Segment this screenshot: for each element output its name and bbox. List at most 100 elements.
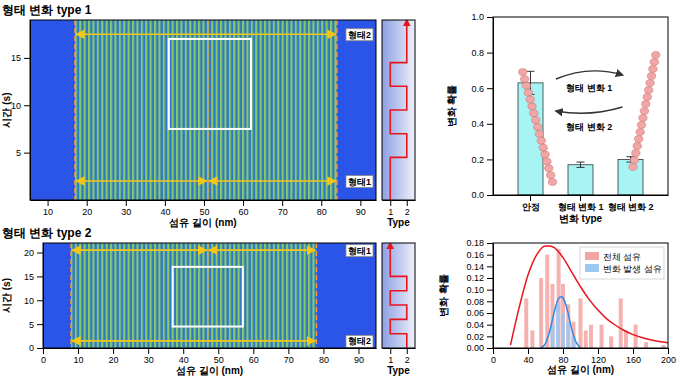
- fiber-segment: [535, 130, 543, 137]
- tick: 10: [74, 348, 84, 365]
- tick-label: 20: [24, 248, 34, 258]
- tick: 0.02: [466, 332, 493, 342]
- tick-label: 0.18: [466, 238, 484, 248]
- tick-label: 40: [160, 207, 170, 217]
- tick-label: 0: [491, 355, 496, 365]
- tick-mark: [37, 253, 43, 254]
- fiber-segment: [629, 164, 637, 171]
- tick: 60: [249, 348, 259, 365]
- tick-label: 200: [661, 355, 676, 365]
- tick: 0.00: [466, 343, 493, 353]
- legend-box: [580, 247, 664, 279]
- type-trace: [390, 20, 407, 200]
- fiber-segment: [519, 69, 527, 76]
- axis-title: Type: [387, 217, 410, 228]
- tick-mark: [528, 348, 529, 354]
- strip-background: [382, 20, 415, 200]
- tick-mark: [243, 200, 244, 206]
- tick-label: 40: [179, 355, 189, 365]
- fiber-segment: [524, 89, 532, 96]
- legend-label: 변화 발생 섬유: [603, 264, 662, 274]
- tick: 40: [523, 348, 533, 365]
- tick: 5: [16, 148, 30, 158]
- tick: 0.08: [466, 297, 493, 307]
- tick-label: 15: [11, 53, 21, 63]
- plot-frame: [382, 20, 415, 200]
- tick-mark: [487, 313, 493, 314]
- bar: [539, 278, 543, 348]
- fiber-segment: [546, 172, 554, 179]
- tick: 160: [626, 348, 641, 365]
- tick-mark: [487, 243, 493, 244]
- fiber-segment: [537, 137, 545, 144]
- tick-label: 0.2: [471, 155, 484, 165]
- tick-label: 0.00: [466, 343, 484, 353]
- tick-label: 5: [16, 148, 21, 158]
- tick-mark: [487, 278, 493, 279]
- fiber-segment: [533, 124, 541, 131]
- fiber-segment: [640, 108, 648, 115]
- tick-label: 0.16: [466, 250, 484, 260]
- tick-mark: [253, 348, 254, 354]
- tick-label: 10: [11, 101, 21, 111]
- annotation: 형태 변화 2: [566, 122, 612, 132]
- tick-label: 0: [41, 355, 46, 365]
- fiber-segment: [545, 165, 553, 172]
- tick: 2: [405, 348, 410, 365]
- tick: 0.10: [466, 285, 493, 295]
- bar: [561, 313, 565, 348]
- tick-label: 70: [278, 207, 288, 217]
- state-label-text: 형태2: [348, 30, 371, 40]
- tick-mark: [48, 200, 49, 206]
- tick: 1: [388, 348, 393, 365]
- tick: 형태 변화 1: [557, 195, 603, 212]
- tick-mark: [358, 348, 359, 354]
- fiber-segment: [649, 66, 657, 73]
- tick-mark: [24, 105, 30, 106]
- legend-swatch: [585, 252, 599, 260]
- dashed-line: [207, 243, 209, 348]
- state-label: 형태1: [346, 245, 373, 257]
- fiber-segment: [632, 150, 640, 157]
- state-label-box: [346, 176, 373, 188]
- tick-mark: [323, 348, 324, 354]
- bar: [609, 336, 613, 348]
- tick-mark: [487, 17, 493, 18]
- axis-title: 섬유 길이 (nm): [176, 365, 243, 376]
- fiber-segment: [643, 94, 651, 101]
- tick-mark: [24, 153, 30, 154]
- tick-label: 60: [239, 207, 249, 217]
- tick: 0.0: [471, 190, 493, 200]
- tick-label: 80: [317, 207, 327, 217]
- tick: 30: [144, 348, 154, 365]
- bar: [566, 322, 570, 348]
- bar: [530, 331, 534, 349]
- tick-mark: [598, 348, 599, 354]
- tick-mark: [78, 348, 79, 354]
- figure: 형태2형태110203040506070809051015형태 변화 type …: [0, 0, 680, 382]
- root: 형태2형태110203040506070809051015형태 변화 type …: [0, 0, 680, 382]
- legend-label: 전체 섬유: [603, 252, 641, 262]
- tick-mark: [390, 200, 391, 206]
- tick: 안정: [522, 195, 540, 212]
- fiber-segment: [520, 75, 528, 82]
- dashed-line: [207, 20, 209, 200]
- dashed-line: [70, 243, 72, 348]
- tick: 0.06: [466, 308, 493, 318]
- tick-mark: [630, 195, 631, 201]
- annotation: 형태 변화 1: [566, 83, 612, 93]
- tick-label: 0.08: [466, 297, 484, 307]
- error-cap: [577, 162, 585, 163]
- tick-mark: [487, 159, 493, 160]
- double-arrow: [76, 33, 336, 35]
- tick-label: 10: [74, 355, 84, 365]
- chart-title: 형태 변화 type 1: [2, 3, 92, 17]
- tick-label: 0.06: [466, 308, 484, 318]
- x-axis: 안정형태 변화 1형태 변화 2: [494, 195, 669, 212]
- tick-mark: [633, 348, 634, 354]
- tick: 0.6: [471, 84, 493, 94]
- tick: 0.2: [471, 155, 493, 165]
- fiber-segment: [532, 117, 540, 124]
- fiber-segment: [633, 143, 641, 150]
- tick-mark: [126, 200, 127, 206]
